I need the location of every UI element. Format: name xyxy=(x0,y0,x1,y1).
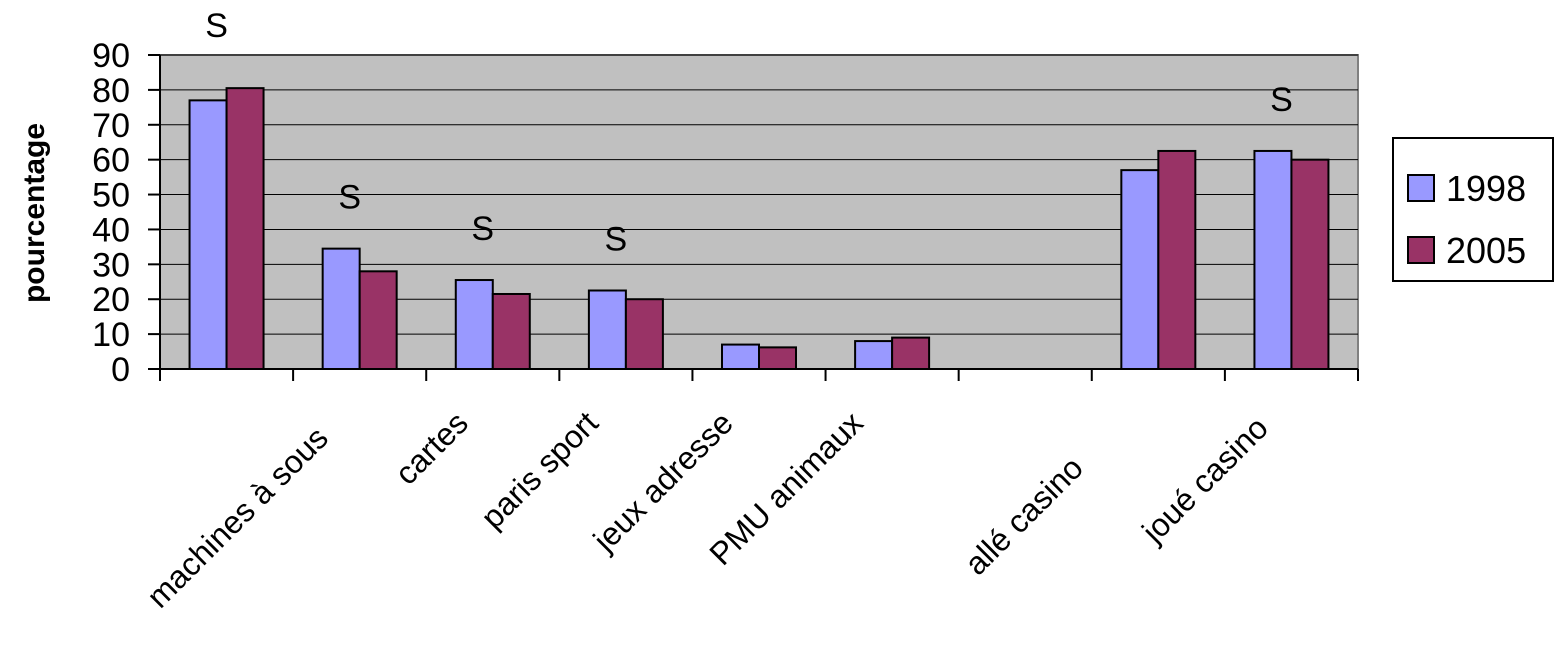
significance-marker: S xyxy=(1270,81,1293,119)
y-tick-label: 30 xyxy=(92,246,130,284)
legend-label: 2005 xyxy=(1446,230,1526,271)
y-tick-label: 90 xyxy=(92,37,130,75)
legend-swatch xyxy=(1407,174,1435,202)
bar-1998 xyxy=(1253,149,1293,370)
significance-marker: S xyxy=(605,221,628,259)
x-tick-label: machines à sous xyxy=(140,419,335,614)
bar-1998 xyxy=(188,99,228,370)
significance-marker: S xyxy=(205,7,228,45)
x-tick-label: cartes xyxy=(388,404,475,491)
legend-label: 1998 xyxy=(1446,168,1526,209)
y-tick-label: 40 xyxy=(92,211,130,249)
y-tick-label: 60 xyxy=(92,142,130,180)
bar-2005 xyxy=(624,298,664,371)
y-axis-title: pourcentage xyxy=(18,123,51,303)
y-tick-label: 10 xyxy=(92,316,130,354)
bar-1998 xyxy=(321,247,361,370)
bars xyxy=(188,87,1330,371)
bar-1998 xyxy=(1120,169,1160,370)
significance-marker: S xyxy=(338,179,361,217)
y-tick-label: 0 xyxy=(111,351,130,389)
bar-1998 xyxy=(721,343,760,371)
significance-annotations: S S S S S xyxy=(205,7,1293,259)
bar-2005 xyxy=(758,346,797,371)
bar-2005 xyxy=(1157,149,1197,370)
bar-2005 xyxy=(358,270,398,370)
legend: 1998 2005 xyxy=(1392,137,1554,282)
bar-2005 xyxy=(491,292,531,370)
bar-2005 xyxy=(891,336,931,371)
y-tick-label: 20 xyxy=(92,281,130,319)
bar-1998 xyxy=(854,340,894,371)
x-tick-label: allé casino xyxy=(958,449,1090,581)
y-tick-label: 80 xyxy=(92,72,130,110)
bar-2005 xyxy=(225,87,265,371)
bar-1998 xyxy=(454,279,494,370)
y-tick-label: 50 xyxy=(92,177,130,215)
significance-marker: S xyxy=(471,210,494,248)
bar-2005 xyxy=(1290,158,1330,370)
x-tick-label: paris sport xyxy=(474,404,605,535)
legend-swatch xyxy=(1407,236,1435,264)
y-tick-label: 70 xyxy=(92,107,130,145)
bar-1998 xyxy=(587,289,627,370)
x-tick-label: joué casino xyxy=(1134,409,1275,550)
